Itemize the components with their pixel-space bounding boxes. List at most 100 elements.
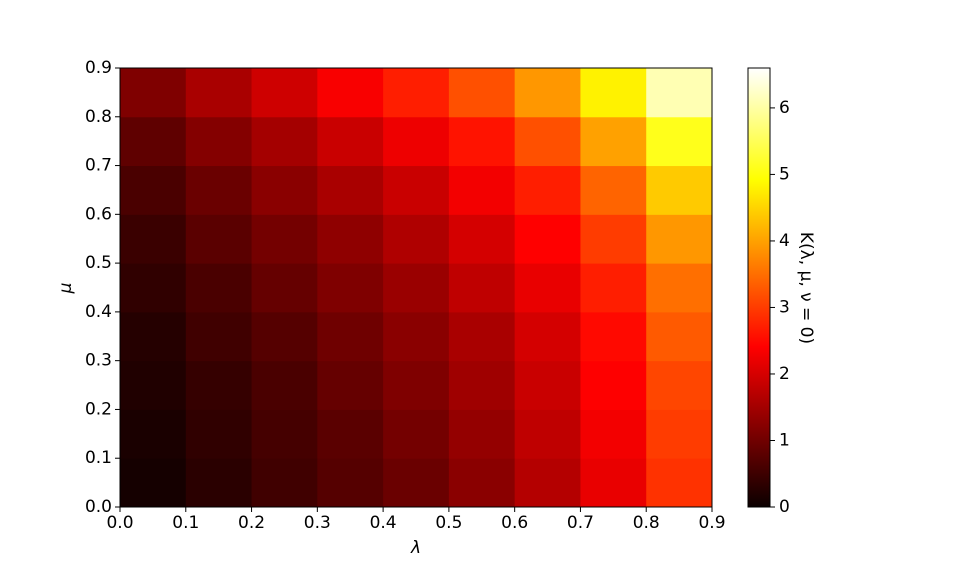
x-tick-label: 0.9 [698, 513, 725, 533]
heatmap-cell [251, 165, 318, 215]
heatmap-cell [251, 311, 318, 362]
heatmap-cell [120, 263, 187, 313]
y-tick-label: 0.4 [85, 302, 112, 322]
heatmap-cell [185, 409, 253, 459]
heatmap-cell [120, 116, 187, 167]
heatmap-cell [120, 458, 187, 508]
heatmap-cell [448, 165, 516, 215]
x-tick-label: 0.7 [567, 513, 594, 533]
y-tick-label: 0.0 [85, 497, 112, 517]
heatmap-cell [580, 165, 647, 215]
heatmap-cell [317, 214, 384, 264]
heatmap-cell [580, 311, 647, 362]
heatmap-cell [120, 360, 187, 410]
y-tick-label: 0.3 [85, 351, 112, 371]
heatmap-cell [383, 311, 450, 362]
heatmap-cell [317, 311, 384, 362]
heatmap-cell [514, 263, 581, 313]
heatmap-cell [317, 263, 384, 313]
colorbar-tick-label: 0 [779, 497, 790, 517]
heatmap-cell [251, 409, 318, 459]
y-tick-label: 0.6 [85, 204, 112, 224]
y-axis-label: μ [56, 282, 76, 294]
heatmap-cell [120, 311, 187, 362]
x-tick-label: 0.3 [304, 513, 331, 533]
heatmap-cell [383, 458, 450, 508]
heatmap-cell [514, 68, 581, 118]
heatmap-cell [514, 214, 581, 264]
heatmap-cell [448, 458, 516, 508]
colorbar-tick-label: 2 [779, 364, 790, 384]
heatmap-cell [646, 214, 713, 264]
heatmap-cell [646, 116, 713, 167]
heatmap-cell [383, 409, 450, 459]
heatmap-cell [383, 214, 450, 264]
heatmap-cell [514, 458, 581, 508]
heatmap-cell [514, 360, 581, 410]
colorbar-tick-label: 3 [779, 297, 790, 317]
heatmap-cell [185, 311, 253, 362]
heatmap-cell [251, 458, 318, 508]
heatmap-cell [448, 116, 516, 167]
colorbar-tick-label: 4 [779, 231, 790, 251]
heatmap-cell [251, 360, 318, 410]
heatmap-cell [383, 116, 450, 167]
heatmap-cell [580, 214, 647, 264]
heatmap-cell [251, 263, 318, 313]
heatmap-cell [251, 214, 318, 264]
heatmap-cell [251, 68, 318, 118]
y-tick-label: 0.2 [85, 399, 112, 419]
heatmap-cell [448, 68, 516, 118]
heatmap-cell [185, 116, 253, 167]
heatmap-cell [514, 165, 581, 215]
heatmap-cell [646, 458, 713, 508]
heatmap-cell [383, 263, 450, 313]
heatmap-cell [317, 458, 384, 508]
x-tick-label: 0.4 [370, 513, 397, 533]
heatmap-cell [185, 68, 253, 118]
heatmap-cell [580, 68, 647, 118]
heatmap-cell [120, 409, 187, 459]
x-tick-label: 0.0 [106, 513, 133, 533]
heatmap-cell [383, 165, 450, 215]
heatmap-cell [646, 68, 713, 118]
heatmap-cell [185, 360, 253, 410]
heatmap-cell [646, 165, 713, 215]
colorbar [747, 67, 771, 508]
y-tick-label: 0.7 [85, 156, 112, 176]
heatmap-cell [317, 68, 384, 118]
heatmap-cell [317, 165, 384, 215]
x-tick-label: 0.6 [501, 513, 528, 533]
colorbar-tick-label: 1 [779, 430, 790, 450]
heatmap-cell [120, 165, 187, 215]
heatmap-cell [580, 263, 647, 313]
heatmap-cell [120, 214, 187, 264]
y-tick-label: 0.5 [85, 253, 112, 273]
heatmap-cell [646, 409, 713, 459]
heatmap-cell [580, 458, 647, 508]
colorbar-tick-label: 5 [779, 164, 790, 184]
heatmap-cell [317, 116, 384, 167]
heatmap-cell [251, 116, 318, 167]
heatmap-cell [120, 68, 187, 118]
x-tick-label: 0.8 [633, 513, 660, 533]
heatmap-cell [317, 409, 384, 459]
heatmap-cell [185, 458, 253, 508]
heatmap-cell [580, 409, 647, 459]
x-tick-label: 0.1 [172, 513, 199, 533]
heatmap-cell [185, 165, 253, 215]
x-axis-label: λ [410, 538, 421, 558]
heatmap-cell [580, 116, 647, 167]
heatmap-cell [448, 311, 516, 362]
colorbar-tick-label: 6 [779, 98, 790, 118]
heatmap-cell [448, 409, 516, 459]
heatmap-cell [514, 409, 581, 459]
heatmap-cell [514, 116, 581, 167]
y-tick-label: 0.8 [85, 107, 112, 127]
heatmap-cell [646, 263, 713, 313]
heatmap-cells [120, 68, 713, 508]
heatmap-cell [185, 214, 253, 264]
x-tick-label: 0.2 [238, 513, 265, 533]
heatmap-cell [185, 263, 253, 313]
plot-frame [119, 67, 713, 508]
